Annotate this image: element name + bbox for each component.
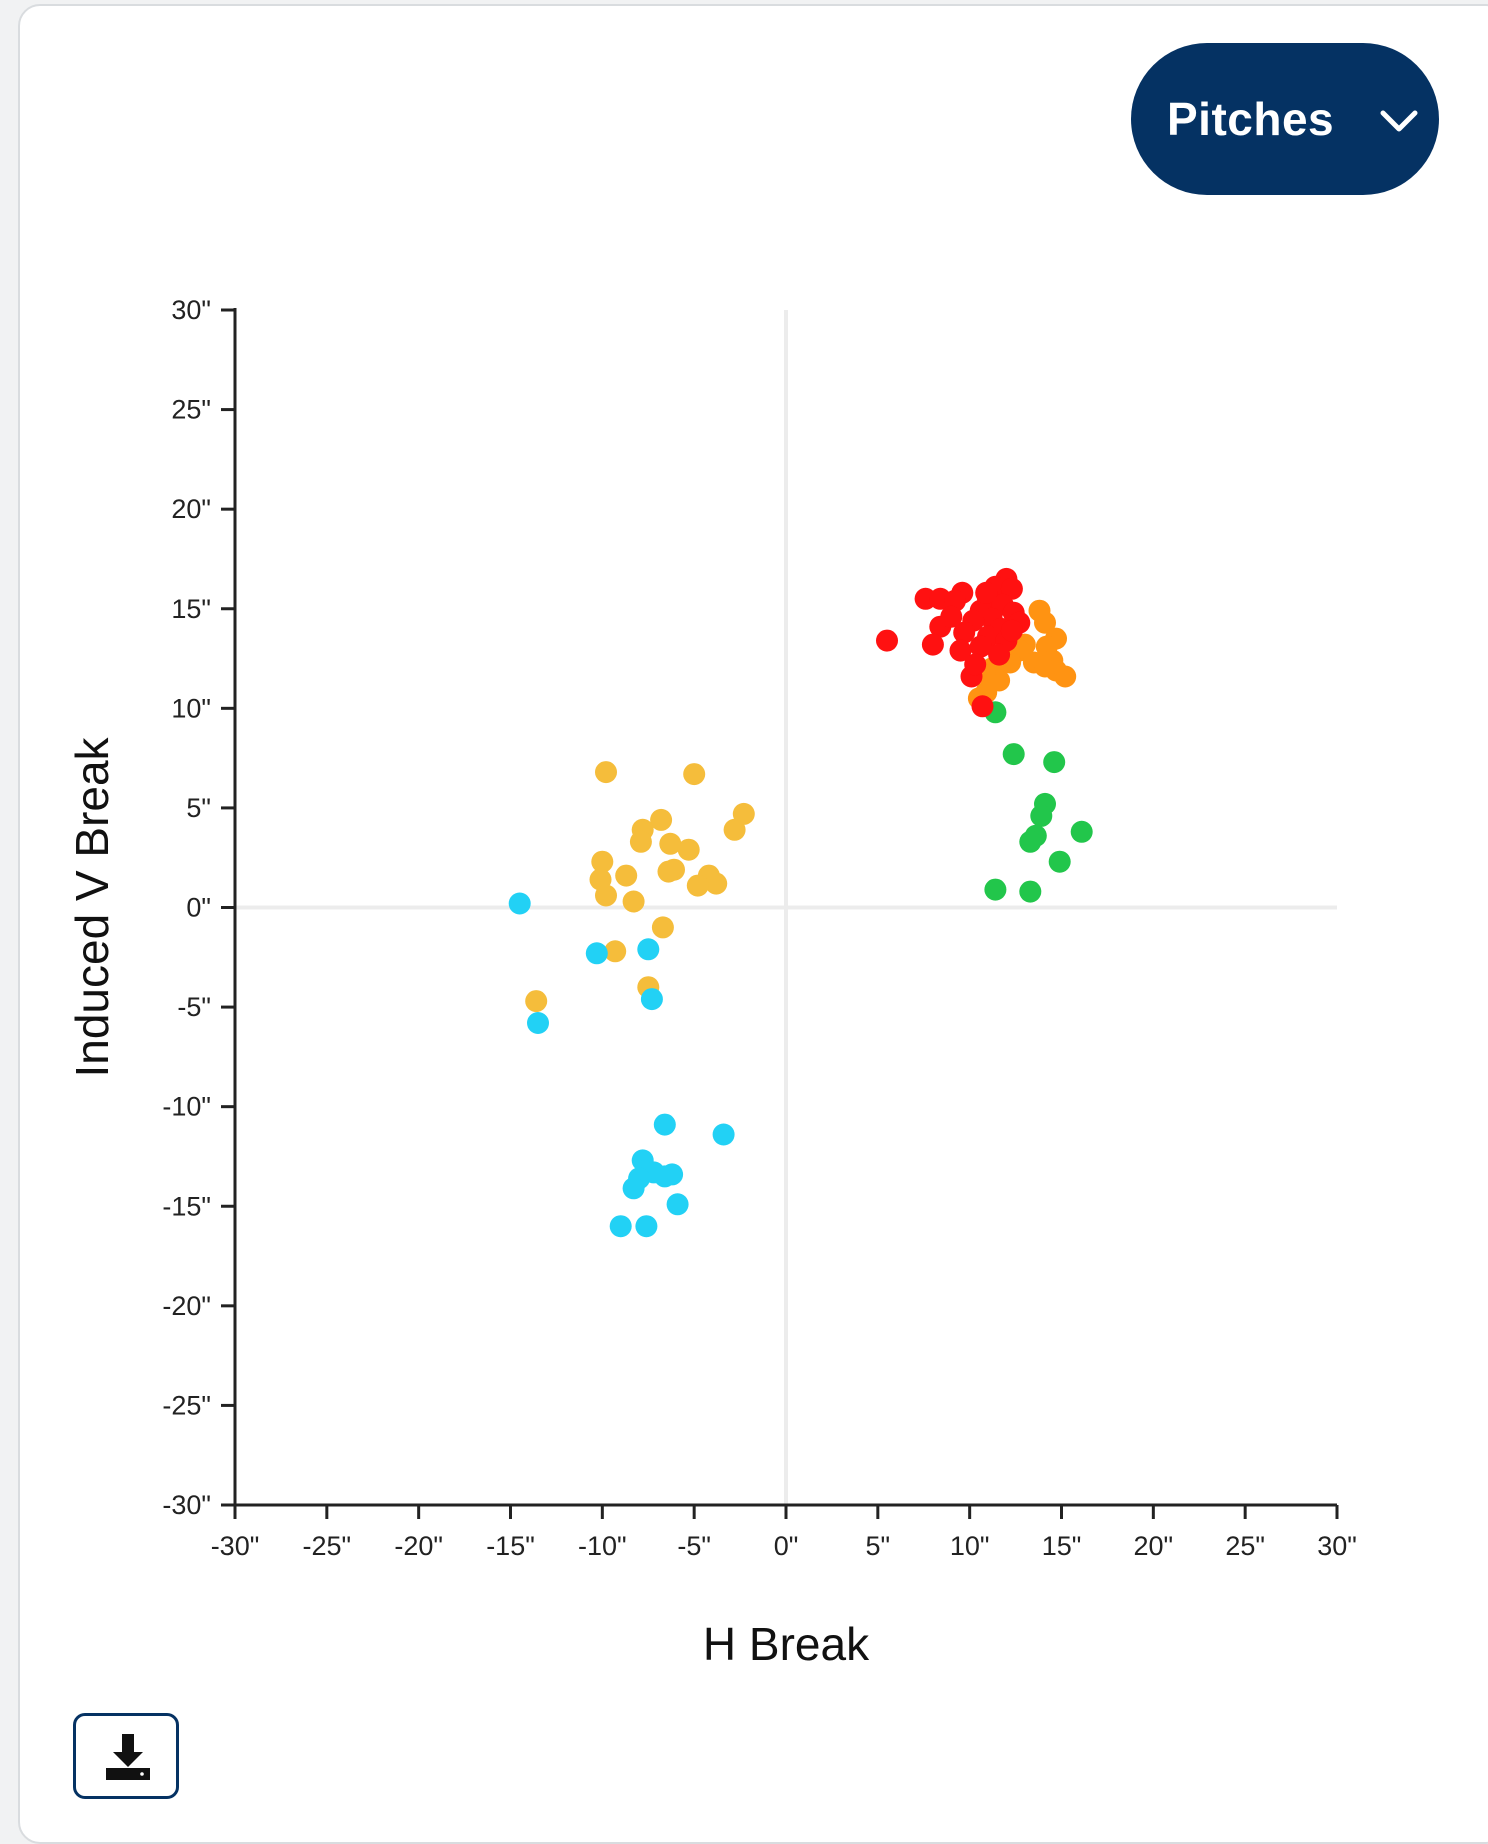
pitches-dropdown[interactable]: Pitches xyxy=(1131,43,1439,195)
y-tick-label: -5" xyxy=(177,992,211,1022)
x-tick-label: 10" xyxy=(950,1531,990,1561)
data-point[interactable] xyxy=(732,802,755,825)
y-tick-label: 0" xyxy=(186,893,211,923)
data-point[interactable] xyxy=(622,1177,645,1200)
x-tick-label: 25" xyxy=(1225,1531,1265,1561)
y-axis-title: Induced V Break xyxy=(66,736,118,1077)
data-point[interactable] xyxy=(527,1012,549,1034)
x-tick-label: -10" xyxy=(578,1531,627,1561)
chart-card xyxy=(18,4,1488,1844)
x-tick-label: -20" xyxy=(394,1531,443,1561)
data-point[interactable] xyxy=(969,635,992,658)
data-point[interactable] xyxy=(1043,751,1066,774)
data-point[interactable] xyxy=(705,872,728,895)
data-point[interactable] xyxy=(1019,880,1042,903)
data-point[interactable] xyxy=(595,761,617,784)
data-point[interactable] xyxy=(615,864,638,887)
y-tick-label: 10" xyxy=(171,693,211,723)
data-point[interactable] xyxy=(637,938,660,961)
data-point[interactable] xyxy=(723,818,746,841)
y-tick-label: -15" xyxy=(162,1191,211,1221)
data-point[interactable] xyxy=(650,808,673,831)
data-point[interactable] xyxy=(988,643,1011,666)
y-tick-label: 25" xyxy=(171,395,211,425)
data-point[interactable] xyxy=(1000,577,1023,600)
data-point[interactable] xyxy=(683,763,706,786)
data-point[interactable] xyxy=(604,940,627,963)
data-point[interactable] xyxy=(659,832,682,855)
y-tick-label: -20" xyxy=(162,1291,211,1321)
x-tick-label: -5" xyxy=(677,1531,711,1561)
data-points xyxy=(508,567,1093,1238)
x-tick-label: 5" xyxy=(866,1531,891,1561)
y-tick-label: -10" xyxy=(162,1092,211,1122)
y-tick-label: -25" xyxy=(162,1390,211,1420)
data-point[interactable] xyxy=(622,890,645,913)
data-point[interactable] xyxy=(677,838,700,861)
download-icon xyxy=(106,1734,150,1780)
data-point[interactable] xyxy=(609,1215,632,1238)
data-point[interactable] xyxy=(949,639,972,662)
data-point[interactable] xyxy=(1019,830,1042,853)
x-axis-title: H Break xyxy=(703,1618,870,1670)
x-tick-label: -25" xyxy=(303,1531,352,1561)
data-point[interactable] xyxy=(984,878,1007,901)
data-point[interactable] xyxy=(876,629,898,652)
pitches-dropdown-label: Pitches xyxy=(1167,93,1335,145)
data-point[interactable] xyxy=(525,990,548,1013)
data-point[interactable] xyxy=(585,942,608,965)
x-tick-label: 20" xyxy=(1134,1531,1174,1561)
data-point[interactable] xyxy=(1054,665,1077,688)
data-point[interactable] xyxy=(591,850,614,873)
data-point[interactable] xyxy=(1048,850,1071,873)
x-tick-label: 15" xyxy=(1042,1531,1082,1561)
data-point[interactable] xyxy=(1070,820,1093,843)
data-point[interactable] xyxy=(635,1215,658,1238)
y-tick-label: 15" xyxy=(171,594,211,624)
data-point[interactable] xyxy=(661,1163,684,1186)
data-point[interactable] xyxy=(971,695,994,718)
chevron-down-icon xyxy=(1380,110,1418,132)
data-point[interactable] xyxy=(640,988,663,1011)
data-point[interactable] xyxy=(1002,743,1025,766)
data-point[interactable] xyxy=(964,653,987,676)
download-button[interactable] xyxy=(73,1713,179,1799)
x-tick-label: -30" xyxy=(211,1531,260,1561)
data-point[interactable] xyxy=(1034,611,1056,634)
data-point[interactable] xyxy=(1000,619,1023,642)
x-axis-ticks: -30" -25" -20" -15" -10" -5" 0" 5" 10" 15" 20" 25" 3… xyxy=(211,1505,1357,1561)
x-tick-label: 30" xyxy=(1317,1531,1357,1561)
zero-lines xyxy=(235,310,1337,1505)
data-point[interactable] xyxy=(629,830,652,853)
y-tick-label: -30" xyxy=(162,1490,211,1520)
data-point[interactable] xyxy=(953,621,976,644)
x-tick-label: -15" xyxy=(486,1531,535,1561)
data-point[interactable] xyxy=(940,605,963,628)
data-point[interactable] xyxy=(975,581,998,604)
y-tick-label: 30" xyxy=(171,295,211,325)
data-point[interactable] xyxy=(686,874,709,897)
data-point[interactable] xyxy=(595,884,617,907)
x-tick-label: 0" xyxy=(774,1531,799,1561)
data-point[interactable] xyxy=(712,1123,735,1146)
data-point[interactable] xyxy=(921,633,944,656)
y-tick-label: 20" xyxy=(171,494,211,524)
data-point[interactable] xyxy=(1030,804,1053,827)
data-point[interactable] xyxy=(653,1113,676,1136)
data-point[interactable] xyxy=(508,892,531,915)
y-tick-label: 5" xyxy=(186,793,211,823)
data-point[interactable] xyxy=(663,858,685,881)
y-axis-ticks: 30" 25" 20" 15" 10" 5" 0" -5" -10" -15" -20" -25" -3… xyxy=(162,295,235,1520)
data-point[interactable] xyxy=(666,1193,689,1216)
data-point[interactable] xyxy=(651,916,674,939)
